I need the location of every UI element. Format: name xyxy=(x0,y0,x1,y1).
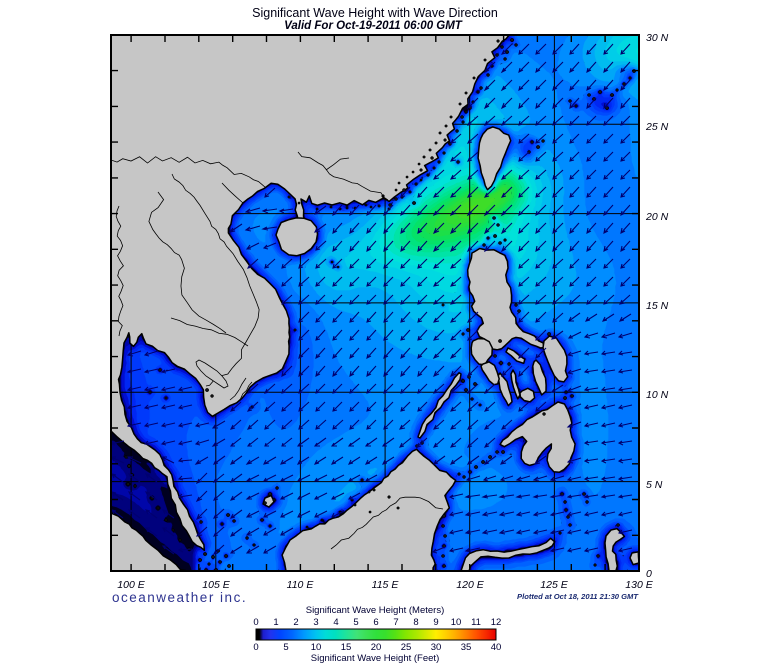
svg-text:7: 7 xyxy=(393,617,398,628)
svg-text:0: 0 xyxy=(253,617,258,628)
svg-text:Plotted at Oct 18, 2011 21:30: Plotted at Oct 18, 2011 21:30 GMT xyxy=(517,592,639,601)
svg-text:5: 5 xyxy=(353,617,358,628)
svg-text:Valid For Oct-19-2011 06:00 GM: Valid For Oct-19-2011 06:00 GMT xyxy=(284,20,463,32)
svg-text:100 E: 100 E xyxy=(117,579,145,591)
svg-text:40: 40 xyxy=(491,642,502,653)
svg-text:125 E: 125 E xyxy=(540,579,568,591)
svg-text:120 E: 120 E xyxy=(456,579,484,591)
svg-text:8: 8 xyxy=(413,617,418,628)
svg-text:30: 30 xyxy=(431,642,442,653)
svg-text:5: 5 xyxy=(283,642,288,653)
svg-text:Significant Wave Height (Feet): Significant Wave Height (Feet) xyxy=(311,653,439,664)
svg-text:9: 9 xyxy=(433,617,438,628)
svg-text:Significant Wave Height (Meter: Significant Wave Height (Meters) xyxy=(306,605,445,616)
svg-text:20 N: 20 N xyxy=(645,211,669,223)
svg-text:15: 15 xyxy=(341,642,352,653)
svg-text:15 N: 15 N xyxy=(646,300,669,312)
svg-text:3: 3 xyxy=(313,617,318,628)
svg-text:2: 2 xyxy=(293,617,298,628)
svg-text:115 E: 115 E xyxy=(372,579,400,591)
svg-text:110 E: 110 E xyxy=(287,579,315,591)
svg-text:6: 6 xyxy=(373,617,378,628)
svg-text:10: 10 xyxy=(311,642,322,653)
svg-text:10 N: 10 N xyxy=(646,389,669,401)
svg-text:30 N: 30 N xyxy=(646,32,669,44)
svg-text:25 N: 25 N xyxy=(645,121,669,133)
svg-text:20: 20 xyxy=(371,642,382,653)
svg-text:4: 4 xyxy=(333,617,338,628)
svg-text:0: 0 xyxy=(646,568,652,580)
svg-text:10: 10 xyxy=(451,617,462,628)
svg-text:35: 35 xyxy=(461,642,472,653)
svg-text:5 N: 5 N xyxy=(646,479,663,491)
svg-text:0: 0 xyxy=(253,642,258,653)
svg-text:1: 1 xyxy=(273,617,278,628)
svg-text:12: 12 xyxy=(491,617,502,628)
svg-text:11: 11 xyxy=(471,617,481,628)
svg-text:105 E: 105 E xyxy=(202,579,230,591)
svg-text:25: 25 xyxy=(401,642,412,653)
svg-text:Significant Wave Height with W: Significant Wave Height with Wave Direct… xyxy=(252,6,498,20)
svg-text:oceanweather inc.: oceanweather inc. xyxy=(112,590,247,605)
svg-text:130 E: 130 E xyxy=(625,579,653,591)
